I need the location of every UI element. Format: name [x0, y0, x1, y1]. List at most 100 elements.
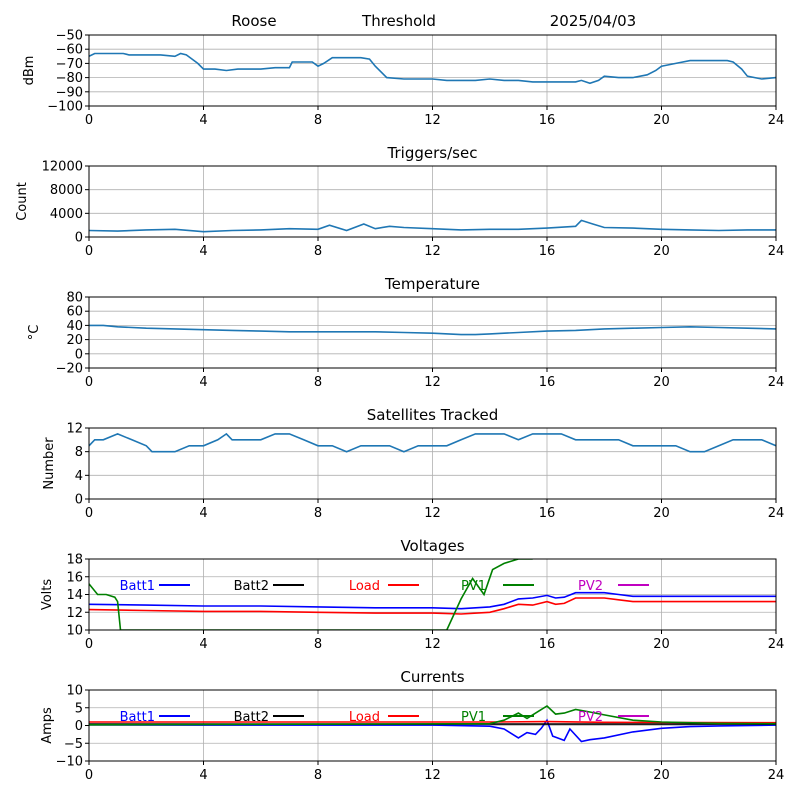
x-tick-label: 12 [424, 244, 441, 259]
x-tick-label: 8 [314, 637, 322, 652]
chart-panel-1: 0 4 8 12 16 20 24 −100−90−80−70−60−50 dBm [22, 29, 784, 129]
y-tick-label: 14 [66, 588, 83, 603]
y-tick-label: −90 [56, 85, 83, 100]
x-tick-label: 0 [85, 768, 93, 783]
y-tick-label: 0 [75, 493, 83, 508]
x-tick-label: 4 [199, 375, 207, 390]
x-tick-label: 4 [199, 113, 207, 128]
y-axis-label: dBm [22, 56, 37, 86]
y-axis-label: °C [27, 325, 42, 341]
y-tick-label: 18 [66, 553, 83, 568]
legend-label: PV2 [578, 710, 603, 725]
chart-panel-2: 0 4 8 12 16 20 24 0 4000 8000 12000 Triggers/sec Cou… [15, 144, 784, 259]
x-tick-label: 24 [768, 244, 785, 259]
x-tick-label: 20 [653, 244, 670, 259]
y-tick-label: 0 [75, 719, 83, 734]
x-tick-label: 8 [314, 244, 322, 259]
legend-label: Batt2 [234, 579, 269, 594]
y-tick-label: 8000 [50, 183, 83, 198]
series-line-batt1 [89, 591, 776, 610]
series-line-1 [89, 52, 776, 85]
y-axis-label: Number [42, 437, 57, 490]
chart-title: Triggers/sec [387, 144, 478, 162]
date-label: 2025/04/03 [550, 12, 636, 30]
y-tick-label: −5 [64, 737, 83, 752]
y-axis-label: Amps [40, 707, 55, 744]
x-tick-label: 12 [424, 113, 441, 128]
y-tick-label: −60 [56, 43, 83, 58]
chart-panel-5: 0 4 8 12 16 20 24 10 12 14 16 18 Voltages Volts Batt1 B… [40, 537, 784, 652]
y-axis-label: Volts [40, 579, 55, 611]
y-tick-label: 10 [66, 684, 83, 699]
y-tick-label: 5 [75, 701, 83, 716]
x-tick-label: 0 [85, 244, 93, 259]
y-tick-label: 12 [66, 606, 83, 621]
x-tick-label: 8 [314, 506, 322, 521]
y-tick-label: −70 [56, 57, 83, 72]
legend-label: Load [349, 710, 380, 725]
x-tick-label: 20 [653, 506, 670, 521]
y-tick-label: 12 [66, 422, 83, 437]
x-tick-label: 20 [653, 768, 670, 783]
x-tick-label: 4 [199, 637, 207, 652]
x-tick-label: 16 [539, 113, 556, 128]
x-tick-label: 12 [424, 375, 441, 390]
y-tick-label: 20 [66, 333, 83, 348]
x-tick-label: 16 [539, 768, 556, 783]
chart-title: Voltages [400, 537, 464, 555]
x-tick-label: 24 [768, 375, 785, 390]
x-tick-label: 16 [539, 637, 556, 652]
x-tick-label: 16 [539, 375, 556, 390]
plot-frame [88, 558, 777, 631]
y-tick-label: 60 [66, 305, 83, 320]
x-tick-label: 20 [653, 113, 670, 128]
x-tick-label: 12 [424, 768, 441, 783]
x-tick-label: 24 [768, 113, 785, 128]
series-line-load [89, 597, 776, 615]
legend-label: PV1 [461, 579, 486, 594]
series-line-1 [89, 219, 776, 233]
chart-title: Temperature [384, 275, 480, 293]
series-line-pv1 [89, 559, 533, 630]
legend-label: Load [349, 579, 380, 594]
y-tick-label: 4 [75, 469, 83, 484]
x-tick-label: 16 [539, 244, 556, 259]
series-line-1 [89, 432, 776, 453]
series-line-1 [89, 324, 776, 336]
legend-label: PV2 [578, 579, 603, 594]
chart-title: Currents [400, 668, 464, 686]
plot-frame [88, 296, 777, 369]
plot-frame [88, 689, 777, 762]
plot-frame [88, 165, 777, 238]
x-tick-label: 8 [314, 375, 322, 390]
x-tick-label: 16 [539, 506, 556, 521]
legend-label: Batt1 [120, 579, 155, 594]
plot-frame [88, 34, 777, 107]
chart-panel-4: 0 4 8 12 16 20 24 0 4 8 12 Satellites Tracked Number [42, 406, 784, 521]
mode-label: Threshold [361, 12, 436, 30]
y-tick-label: 8 [75, 445, 83, 460]
x-tick-label: 24 [768, 637, 785, 652]
y-tick-label: 16 [66, 570, 83, 585]
x-tick-label: 0 [85, 506, 93, 521]
y-tick-label: −80 [56, 71, 83, 86]
y-axis-label: Count [15, 182, 30, 221]
y-tick-label: 0 [75, 231, 83, 246]
y-tick-label: 40 [66, 319, 83, 334]
y-tick-label: 0 [75, 347, 83, 362]
chart-title: Satellites Tracked [367, 406, 498, 424]
x-tick-label: 8 [314, 113, 322, 128]
station-label: Roose [231, 12, 276, 30]
x-tick-label: 20 [653, 637, 670, 652]
y-tick-label: 10 [66, 624, 83, 639]
y-tick-label: −20 [56, 362, 83, 377]
y-tick-label: 4000 [50, 207, 83, 222]
y-tick-label: −50 [56, 29, 83, 44]
x-tick-label: 8 [314, 768, 322, 783]
x-tick-label: 12 [424, 637, 441, 652]
y-tick-label: −100 [47, 100, 83, 115]
x-tick-label: 0 [85, 637, 93, 652]
